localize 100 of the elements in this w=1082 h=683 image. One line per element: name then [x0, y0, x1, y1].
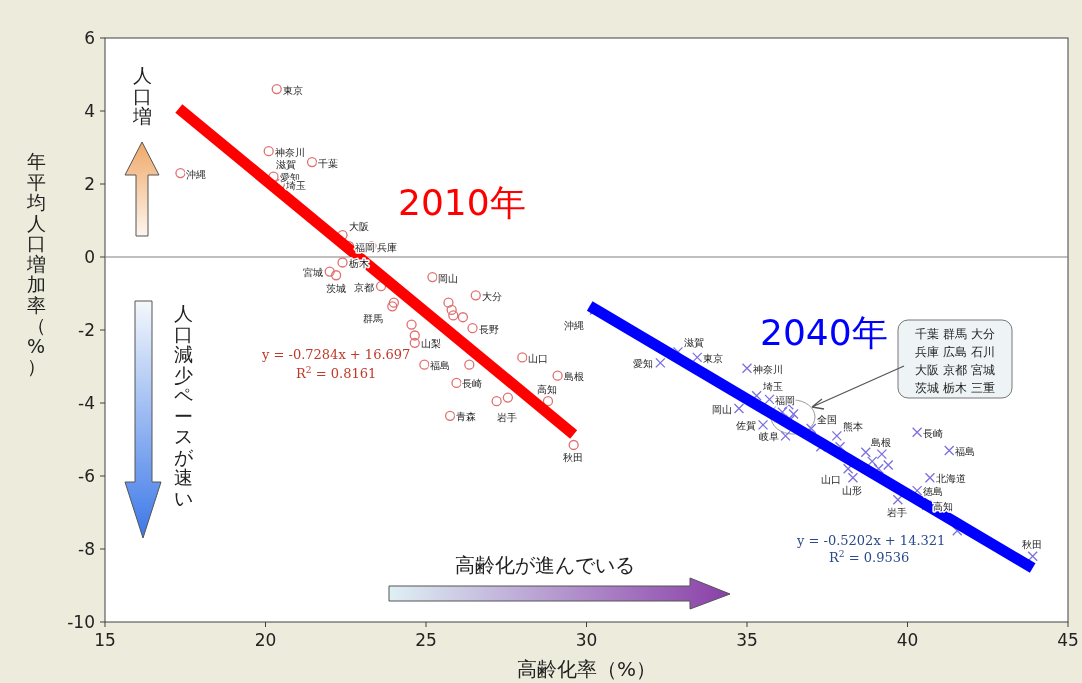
point — [464, 359, 475, 370]
point — [446, 304, 457, 316]
point — [263, 146, 274, 157]
point — [491, 396, 502, 407]
annotation: 岡山 — [711, 403, 732, 415]
point — [764, 394, 775, 405]
point — [568, 439, 579, 451]
annotation: 岐阜 — [758, 431, 779, 443]
annotation: 青森 — [456, 411, 477, 423]
annotation: 宮城 — [302, 267, 323, 279]
annotation: 島根 — [563, 371, 584, 383]
point — [306, 156, 318, 168]
annotation: 沖縄 — [563, 320, 584, 332]
annotation: 埼玉 — [761, 381, 783, 393]
point — [502, 392, 514, 403]
annotation: 千葉 群馬 大分 — [915, 327, 995, 341]
x-tick-label: 40 — [896, 630, 919, 650]
point — [552, 370, 563, 381]
y-tick-label: 0 — [84, 247, 95, 267]
annotation: 兵庫 広島 石川 — [915, 345, 995, 359]
annotation: 滋賀 — [275, 159, 296, 171]
y-tick-label: -4 — [78, 393, 95, 413]
y-tick-label: -10 — [67, 612, 95, 632]
point — [883, 459, 894, 471]
annotation: 佐賀 — [736, 420, 757, 432]
x-tick-label: 20 — [254, 630, 277, 650]
point — [867, 456, 878, 467]
annotation: 神奈川 — [274, 146, 305, 158]
annotation: y = -0.7284x + 16.697 — [261, 347, 411, 362]
annotation: 長崎 — [462, 378, 483, 390]
annotation: 全国 — [817, 414, 838, 426]
y-tick-label: 4 — [84, 101, 95, 121]
point — [457, 312, 469, 323]
point — [517, 352, 528, 363]
point — [860, 447, 871, 458]
annotation: R$^{2}$ = 0.9536 — [829, 549, 910, 565]
annotation: 東京 — [703, 352, 724, 364]
point — [406, 319, 417, 330]
annotation: 福島 — [430, 360, 451, 372]
point — [175, 167, 186, 179]
point — [427, 271, 438, 283]
annotation: 栃木 — [348, 257, 369, 269]
annotation: 福岡 — [775, 394, 796, 406]
point — [924, 472, 936, 483]
annotation: 大分 — [481, 290, 502, 302]
annotation: y = -0.5202x + 14.321 — [796, 533, 946, 548]
point — [892, 494, 904, 505]
point — [831, 430, 843, 441]
annotation: 茨城 — [325, 282, 346, 294]
annotation: 千葉 — [318, 157, 339, 169]
annotation: 愛知 — [633, 358, 654, 370]
annotation: R$^{2}$ = 0.8161 — [296, 365, 377, 381]
point — [409, 330, 420, 341]
point — [388, 297, 400, 308]
annotation: 熊本 — [842, 421, 863, 433]
annotation: 山形 — [842, 485, 863, 497]
point — [692, 352, 703, 363]
annotation: 秋田 — [563, 452, 584, 464]
annotation: 神奈川 — [753, 363, 783, 375]
annotation: 高知 — [537, 383, 558, 395]
annotation: 北海道 — [935, 473, 966, 485]
annotation: 山口 — [528, 352, 549, 364]
x-tick-label: 30 — [575, 630, 598, 650]
point — [324, 266, 335, 277]
y-tick-label: -8 — [78, 539, 95, 559]
point — [330, 270, 342, 281]
x-tick-label: 35 — [736, 630, 758, 650]
annotation: 茨城 栃木 三重 — [915, 381, 995, 395]
annotation: 高齢化が進んでいる — [455, 553, 635, 577]
annotation: 山梨 — [420, 338, 441, 350]
series-label: 2010年 — [398, 182, 526, 223]
point — [655, 357, 666, 368]
annotation: 島根 — [871, 436, 892, 448]
y-tick-label: 2 — [84, 174, 95, 194]
annotation: 徳島 — [923, 486, 944, 498]
point — [876, 448, 887, 460]
point — [387, 301, 398, 312]
point — [337, 257, 348, 268]
series-label: 2040年 — [760, 312, 888, 353]
annotation: 京都 — [354, 281, 375, 293]
annotation: 福岡 — [354, 241, 375, 253]
x-tick-label: 15 — [94, 630, 116, 650]
point — [741, 363, 753, 374]
annotation: 大阪 — [348, 220, 369, 232]
x-axis-title: 高齢化率（%） — [516, 657, 657, 681]
point — [448, 310, 459, 321]
text: 年平均人口増加率（%） — [26, 150, 46, 378]
y-tick-label: -2 — [78, 320, 95, 340]
annotation: 兵庫 — [377, 241, 398, 253]
point — [470, 290, 481, 301]
point — [542, 396, 554, 407]
annotation: 長野 — [478, 323, 499, 335]
point — [733, 403, 745, 414]
x-tick-label: 25 — [415, 630, 437, 650]
annotation: 山口 — [821, 474, 842, 486]
point — [409, 337, 420, 348]
point — [443, 297, 454, 308]
annotation: 秋田 — [1022, 538, 1043, 550]
point — [467, 323, 478, 334]
annotation: 滋賀 — [683, 337, 704, 349]
